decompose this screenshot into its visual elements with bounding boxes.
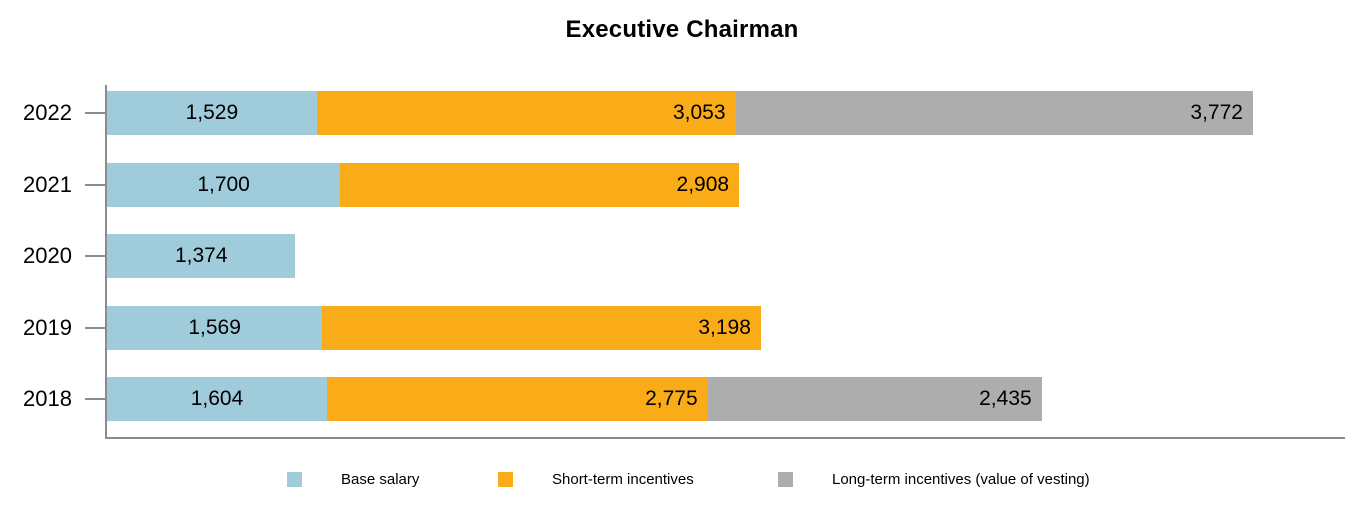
bar-value-label: 1,529 [185, 101, 239, 124]
legend-swatch-icon [287, 471, 302, 487]
bar-value-label: 1,700 [197, 172, 250, 196]
bar-row: 2019 1,569 3,198 [23, 305, 1345, 350]
bar-value-label: 3,198 [698, 315, 751, 339]
bar-value-label: 2,775 [645, 387, 698, 410]
legend-label: Long-term incentives (value of vesting) [832, 470, 1090, 488]
y-axis-label: 2018 [23, 386, 72, 411]
x-axis-line [105, 437, 1345, 439]
y-axis-label: 2019 [23, 314, 72, 340]
y-axis-label: 2020 [23, 243, 72, 268]
bar-segment: 1,700 [107, 162, 341, 207]
legend-item: Short-term incentives [498, 468, 694, 490]
bar-segment: 2,435 [707, 377, 1042, 421]
bar-segment: 3,053 [316, 91, 736, 135]
y-axis-tick [85, 398, 107, 400]
bar-value-label: 3,053 [672, 101, 726, 124]
y-axis-tick [85, 326, 107, 329]
legend-label: Short-term incentives [552, 470, 694, 488]
bar-row: 2020 1,374 [23, 234, 1345, 278]
bar-segment: 3,198 [322, 305, 761, 350]
y-axis-line [105, 85, 107, 439]
bar-value-label: 1,569 [188, 315, 241, 339]
bar-row: 2022 1,529 3,053 3,772 [23, 91, 1345, 135]
bar-segment: 3,772 [735, 91, 1253, 135]
legend-swatch-icon [778, 471, 793, 487]
legend: Base salary Short-term incentives Long-ter… [0, 468, 1364, 490]
y-axis-label: 2022 [23, 100, 72, 125]
bar-segment: 1,604 [107, 377, 328, 421]
bar-row: 2018 1,604 2,775 2,435 [23, 377, 1345, 421]
bar-segment: 1,569 [107, 305, 323, 350]
legend-item: Base salary [287, 468, 419, 490]
legend-item: Long-term incentives (value of vesting) [778, 468, 1090, 490]
y-axis-tick [85, 112, 107, 114]
y-axis-tick [85, 183, 107, 186]
bar-value-label: 2,435 [979, 387, 1032, 410]
bar-value-label: 2,908 [676, 172, 730, 196]
legend-swatch-icon [498, 471, 513, 487]
legend-label: Base salary [341, 470, 420, 488]
bar-value-label: 1,374 [174, 244, 228, 267]
bar-segment: 1,529 [107, 91, 317, 135]
bar-segment: 2,775 [327, 377, 708, 421]
y-axis-label: 2021 [23, 171, 72, 197]
y-axis-tick [85, 255, 107, 257]
bar-value-label: 1,604 [190, 387, 244, 410]
bar-segment: 2,908 [340, 162, 740, 207]
bar-value-label: 3,772 [1190, 101, 1243, 124]
bar-row: 2021 1,700 2,908 [23, 162, 1345, 207]
bar-segment: 1,374 [107, 234, 296, 278]
chart-title: Executive Chairman [565, 16, 799, 43]
plot-area: 2022 1,529 3,053 3,772 2021 1,700 2,908 2020 1,3… [23, 85, 1345, 439]
